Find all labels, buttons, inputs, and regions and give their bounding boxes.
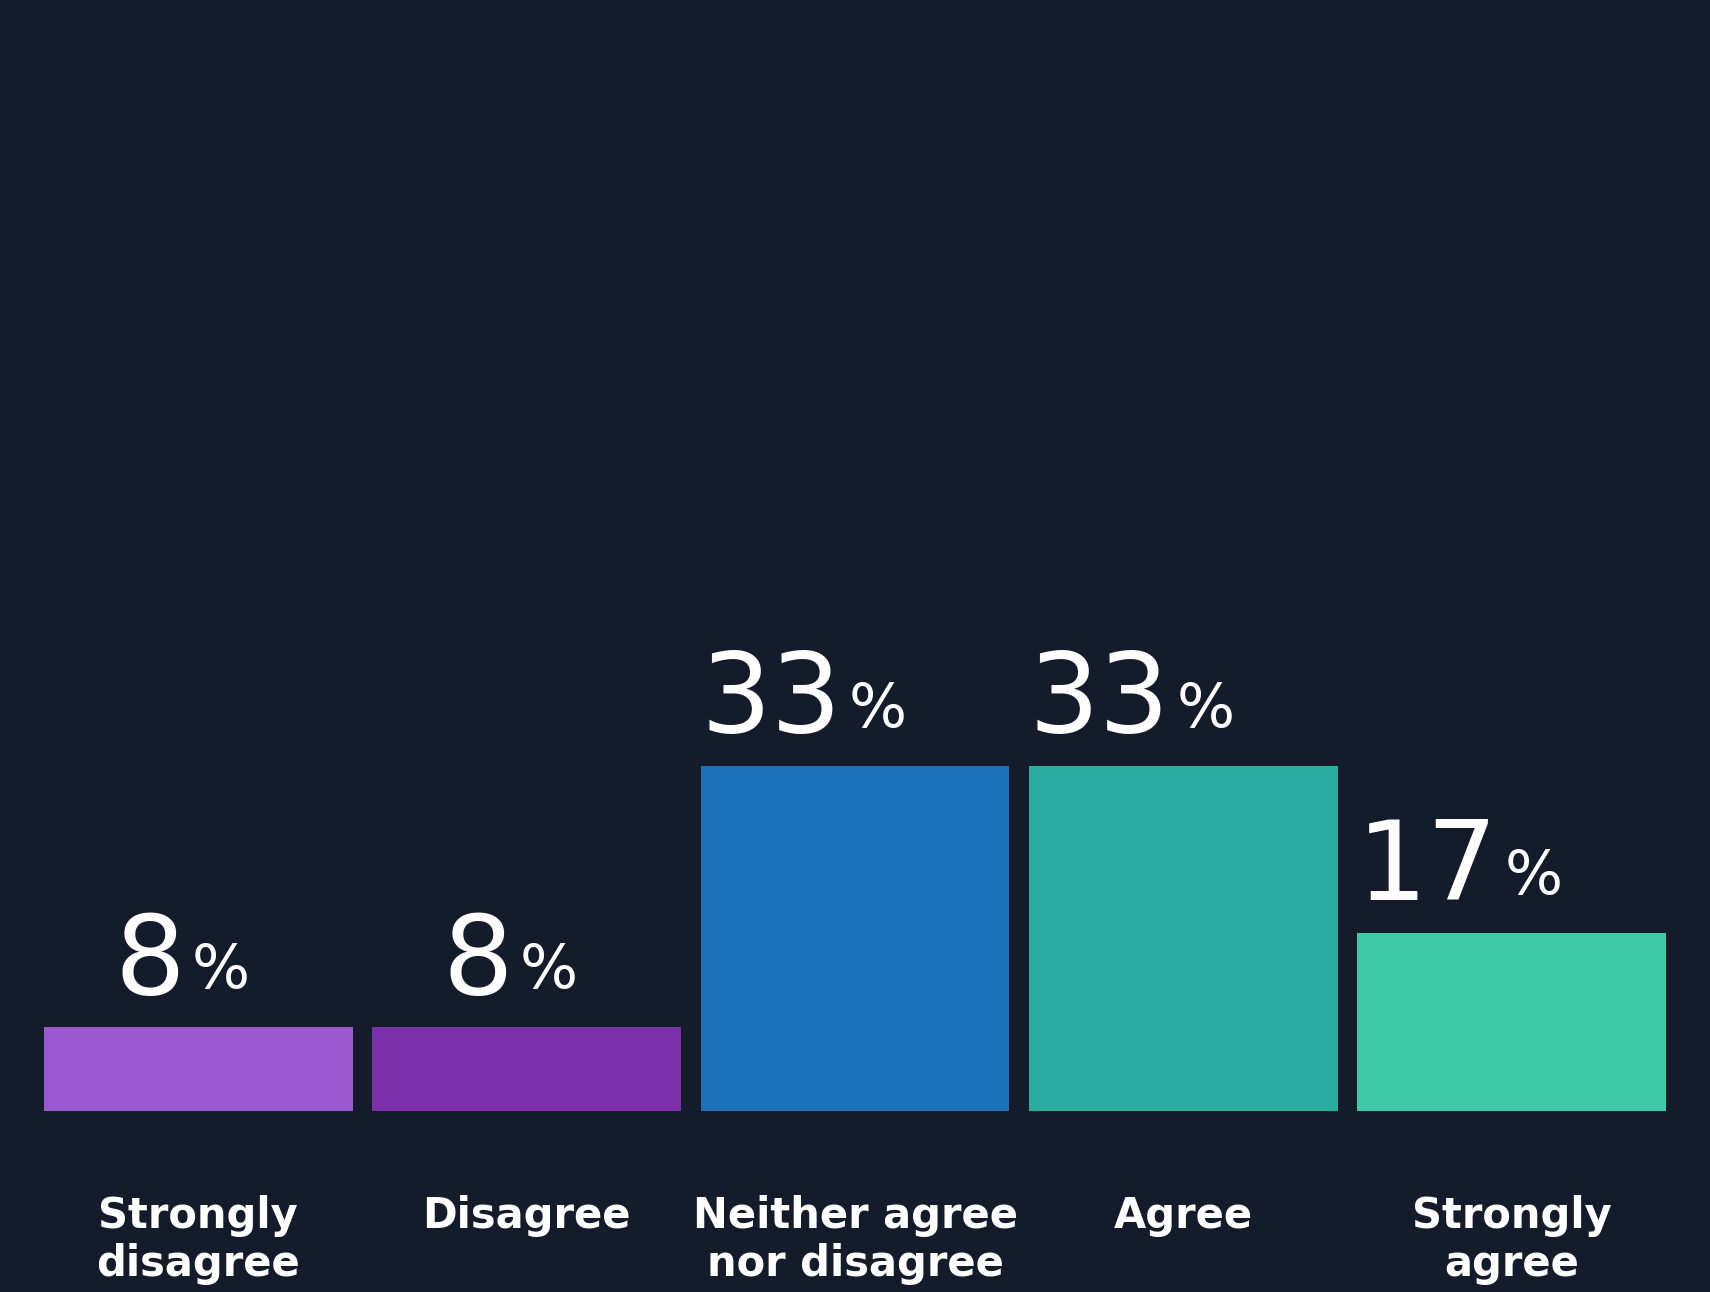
- Bar: [1029, 766, 1337, 1111]
- Text: %: %: [520, 942, 578, 1001]
- Text: %: %: [848, 681, 906, 739]
- Text: 8: 8: [443, 910, 513, 1017]
- Text: 8: 8: [115, 910, 185, 1017]
- Text: %: %: [1505, 848, 1563, 907]
- Bar: [373, 1027, 681, 1111]
- Bar: [44, 1027, 352, 1111]
- Text: 33: 33: [1029, 649, 1170, 756]
- Text: Disagree: Disagree: [422, 1195, 631, 1236]
- Text: %: %: [192, 942, 250, 1001]
- Text: Neither agree
nor disagree: Neither agree nor disagree: [693, 1195, 1017, 1286]
- Text: %: %: [1176, 681, 1235, 739]
- Text: 33: 33: [701, 649, 841, 756]
- Bar: [1358, 933, 1666, 1111]
- Text: 17: 17: [1358, 815, 1498, 922]
- Bar: [701, 766, 1009, 1111]
- Text: Agree: Agree: [1113, 1195, 1253, 1236]
- Text: Strongly
agree: Strongly agree: [1412, 1195, 1611, 1286]
- Text: Strongly
disagree: Strongly disagree: [96, 1195, 301, 1286]
